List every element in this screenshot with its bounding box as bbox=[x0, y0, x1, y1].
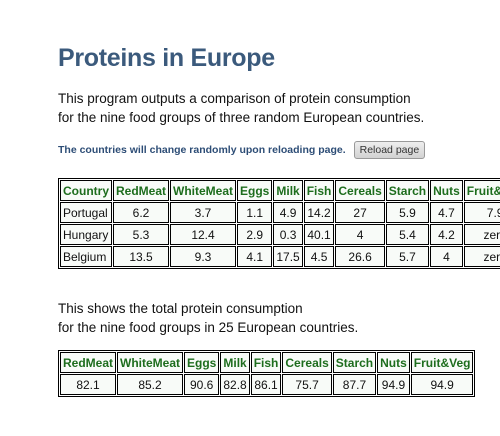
text-line: This shows the total protein consumption bbox=[58, 301, 303, 316]
column-header: RedMeat bbox=[60, 352, 117, 373]
reload-button[interactable]: Reload page bbox=[353, 141, 426, 159]
cell: Portugal bbox=[60, 202, 112, 223]
cell: 6.2 bbox=[113, 202, 170, 223]
cell: 1.1 bbox=[237, 202, 273, 223]
cell: 5.7 bbox=[385, 246, 430, 267]
text-line: This program outputs a comparison of pro… bbox=[58, 91, 411, 106]
cell: Belgium bbox=[60, 246, 112, 267]
column-header: Country bbox=[60, 180, 112, 201]
header-row: Country RedMeat WhiteMeat Eggs Milk Fish Cerea… bbox=[60, 180, 500, 201]
content: Proteins in Europe This program outputs … bbox=[58, 44, 500, 397]
column-header: RedMeat bbox=[113, 180, 170, 201]
cell: 82.8 bbox=[220, 374, 250, 395]
text-line: for the nine food groups in 25 European … bbox=[58, 320, 359, 335]
cell: 82.1 bbox=[60, 374, 117, 395]
note: The countries will change randomly upon … bbox=[58, 144, 346, 156]
cell: 4 bbox=[430, 246, 463, 267]
cell: 85.2 bbox=[117, 374, 184, 395]
cell: 17.5 bbox=[273, 246, 303, 267]
cell: 9.3 bbox=[170, 246, 237, 267]
cell: 90.6 bbox=[184, 374, 220, 395]
cell: 94.9 bbox=[377, 374, 410, 395]
cell: 87.7 bbox=[332, 374, 377, 395]
cell: 26.6 bbox=[335, 246, 385, 267]
column-header: WhiteMeat bbox=[117, 352, 184, 373]
totals-text: This shows the total protein consumption… bbox=[58, 299, 458, 337]
cell: 5.4 bbox=[385, 224, 430, 245]
page-title: Proteins in Europe bbox=[58, 44, 275, 72]
column-header: Nuts bbox=[430, 180, 463, 201]
cell: 13.5 bbox=[113, 246, 170, 267]
column-header: Fruit&Veg bbox=[463, 180, 500, 201]
column-header: Milk bbox=[220, 352, 250, 373]
text-line: for the nine food groups of three random… bbox=[58, 110, 425, 125]
column-header: Cereals bbox=[335, 180, 385, 201]
column-header: Eggs bbox=[184, 352, 220, 373]
cell: 3.7 bbox=[170, 202, 237, 223]
cell: 86.1 bbox=[250, 374, 282, 395]
cell: 12.4 bbox=[170, 224, 237, 245]
cell: 4.1 bbox=[237, 246, 273, 267]
totals-table: RedMeat WhiteMeat Eggs Milk Fish Cereals Starc… bbox=[58, 350, 476, 397]
cell: 2.9 bbox=[237, 224, 273, 245]
column-header: Fish bbox=[250, 352, 282, 373]
header-row: RedMeat WhiteMeat Eggs Milk Fish Cereals Starc… bbox=[60, 352, 474, 373]
column-header: Milk bbox=[273, 180, 303, 201]
cell: 94.9 bbox=[410, 374, 474, 395]
cell: 5.9 bbox=[385, 202, 430, 223]
column-header: Fish bbox=[303, 180, 335, 201]
cell: 4 bbox=[335, 224, 385, 245]
cell: 4.9 bbox=[273, 202, 303, 223]
cell: 7.9 bbox=[463, 202, 500, 223]
column-header: Cereals bbox=[282, 352, 332, 373]
cell: 4.7 bbox=[430, 202, 463, 223]
cell: 4.5 bbox=[303, 246, 335, 267]
cell: 75.7 bbox=[282, 374, 332, 395]
table-row: 82.1 85.2 90.6 82.8 86.1 75.7 87.7 94.9 94.9 bbox=[60, 374, 474, 395]
cell: 14.2 bbox=[303, 202, 335, 223]
column-header: WhiteMeat bbox=[170, 180, 237, 201]
cell: 5.3 bbox=[113, 224, 170, 245]
cell: 4.2 bbox=[430, 224, 463, 245]
cell: 27 bbox=[335, 202, 385, 223]
cell: zero bbox=[463, 246, 500, 267]
column-header: Starch bbox=[332, 352, 377, 373]
cell: 40.1 bbox=[303, 224, 335, 245]
cell: zero bbox=[463, 224, 500, 245]
note-row: The countries will change randomly upon … bbox=[58, 140, 458, 160]
column-header: Starch bbox=[385, 180, 430, 201]
column-header: Eggs bbox=[237, 180, 273, 201]
intro: This program outputs a comparison of pro… bbox=[58, 89, 458, 127]
cell: Hungary bbox=[60, 224, 112, 245]
column-header: Nuts bbox=[377, 352, 410, 373]
column-header: Fruit&Veg bbox=[410, 352, 474, 373]
cell: 0.3 bbox=[273, 224, 303, 245]
country-table: Country RedMeat WhiteMeat Eggs Milk Fish Cerea… bbox=[58, 178, 500, 269]
